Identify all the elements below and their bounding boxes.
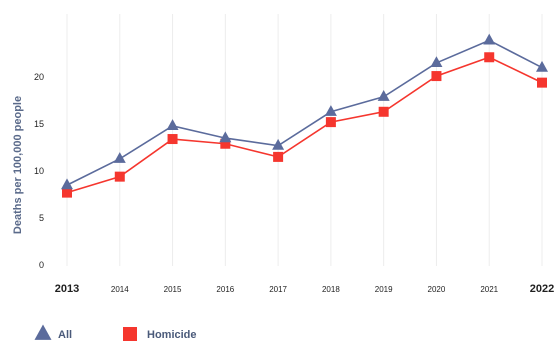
x-tick-2018: 2018 <box>322 285 340 294</box>
x-tick-2022: 2022 <box>530 283 554 295</box>
series-all <box>61 33 548 190</box>
legend-item-all: All <box>34 324 72 341</box>
point-homicide-2014 <box>114 171 125 182</box>
point-all-2020 <box>430 56 443 68</box>
legend-label-homicide: Homicide <box>147 329 197 341</box>
x-tick-2016: 2016 <box>216 285 234 294</box>
point-homicide-2021 <box>484 52 495 63</box>
y-tick-5: 5 <box>39 213 44 223</box>
point-homicide-2016 <box>220 138 231 149</box>
series-line-all <box>66 39 543 186</box>
series-line-homicide <box>66 56 543 194</box>
point-all-2019 <box>377 90 390 101</box>
y-axis-ticks: 0 5 10 15 20 <box>34 72 44 270</box>
legend-label-all: All <box>58 329 72 341</box>
point-homicide-2018 <box>325 117 336 128</box>
point-all-2021 <box>483 33 496 45</box>
point-all-2016 <box>219 131 232 143</box>
point-homicide-2019 <box>378 106 389 117</box>
point-all-2022 <box>536 60 548 72</box>
x-tick-2019: 2019 <box>375 285 393 294</box>
y-tick-20: 20 <box>34 72 44 82</box>
series-homicide <box>62 52 547 198</box>
x-tick-2015: 2015 <box>164 285 182 294</box>
point-all-2014 <box>113 152 126 163</box>
legend-marker-homicide <box>123 327 137 341</box>
x-axis-ticks: 2013 2014 2015 2016 2017 2018 2019 2020 2021 2022 <box>55 283 554 295</box>
y-tick-10: 10 <box>34 166 44 176</box>
point-all-2017 <box>272 138 285 150</box>
x-tick-2020: 2020 <box>428 285 446 294</box>
point-homicide-2013 <box>62 187 72 198</box>
x-tick-2017: 2017 <box>269 285 287 294</box>
point-homicide-2015 <box>167 134 178 145</box>
legend-item-homicide: Homicide <box>123 327 197 341</box>
series <box>61 33 548 198</box>
point-all-2013 <box>61 178 73 190</box>
point-all-2018 <box>324 105 337 116</box>
point-all-2015 <box>166 119 179 130</box>
legend: All Homicide <box>34 324 197 341</box>
x-tick-2021: 2021 <box>480 285 498 294</box>
y-axis-label: Deaths per 100,000 people <box>12 96 24 234</box>
point-homicide-2020 <box>431 71 442 82</box>
x-tick-2014: 2014 <box>111 285 129 294</box>
legend-marker-all <box>34 324 52 340</box>
x-tick-2013: 2013 <box>55 283 79 295</box>
point-homicide-2022 <box>537 77 547 88</box>
y-tick-0: 0 <box>39 260 44 270</box>
y-tick-15: 15 <box>34 119 44 129</box>
point-homicide-2017 <box>273 151 284 162</box>
